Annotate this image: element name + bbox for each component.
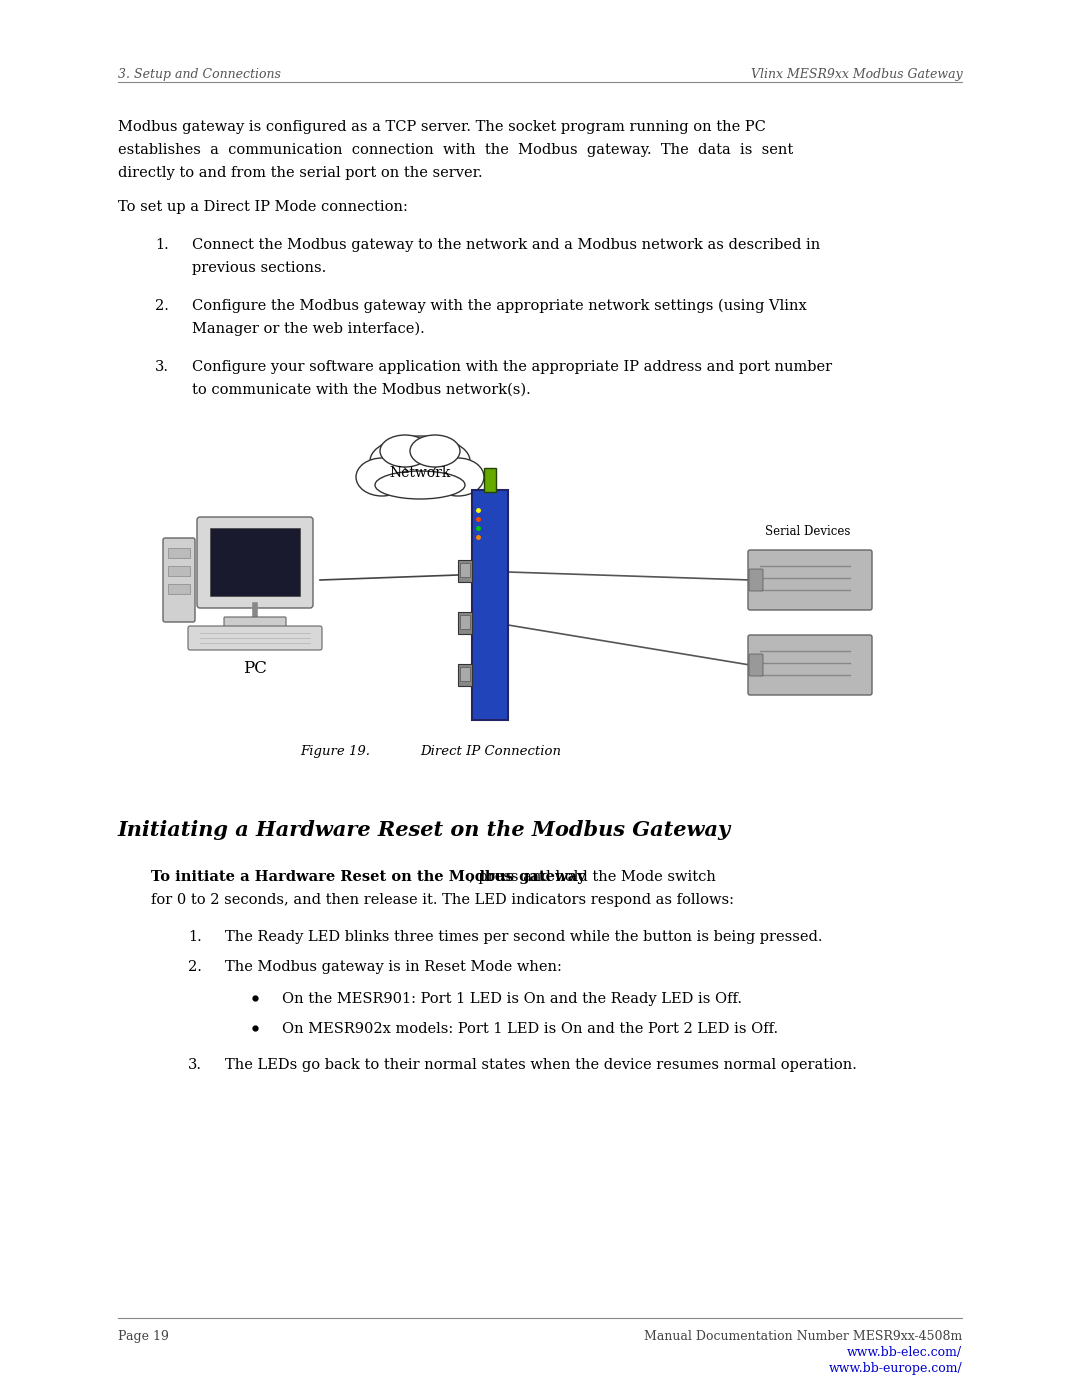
Text: Configure your software application with the appropriate IP address and port num: Configure your software application with…	[192, 360, 832, 374]
Text: To initiate a Hardware Reset on the Modbus gateway: To initiate a Hardware Reset on the Modb…	[151, 870, 585, 884]
Ellipse shape	[380, 434, 430, 467]
Bar	[168, 548, 190, 557]
Text: On MESR902x models: Port 1 LED is On and the Port 2 LED is Off.: On MESR902x models: Port 1 LED is On and…	[282, 1023, 778, 1037]
Text: 3. Setup and Connections: 3. Setup and Connections	[118, 68, 281, 81]
Text: 1.: 1.	[156, 237, 168, 251]
Text: Manager or the web interface).: Manager or the web interface).	[192, 321, 424, 337]
Text: previous sections.: previous sections.	[192, 261, 326, 275]
Bar	[460, 563, 470, 577]
Bar	[460, 666, 470, 680]
Ellipse shape	[375, 471, 465, 499]
Text: The LEDs go back to their normal states when the device resumes normal operation: The LEDs go back to their normal states …	[225, 1058, 856, 1071]
Text: 2.: 2.	[188, 960, 202, 974]
Text: to communicate with the Modbus network(s).: to communicate with the Modbus network(s…	[192, 383, 530, 397]
Text: 3.: 3.	[188, 1058, 202, 1071]
Text: Figure 19.: Figure 19.	[300, 745, 370, 759]
FancyBboxPatch shape	[750, 654, 762, 676]
Bar	[458, 664, 472, 686]
Ellipse shape	[356, 458, 408, 496]
Bar	[484, 468, 496, 492]
Bar	[168, 566, 190, 576]
Text: Connect the Modbus gateway to the network and a Modbus network as described in: Connect the Modbus gateway to the networ…	[192, 237, 820, 251]
Text: establishes  a  communication  connection  with  the  Modbus  gateway.  The  dat: establishes a communication connection w…	[118, 142, 793, 156]
FancyBboxPatch shape	[224, 617, 286, 627]
Text: The Modbus gateway is in Reset Mode when:: The Modbus gateway is in Reset Mode when…	[225, 960, 562, 974]
FancyBboxPatch shape	[748, 636, 872, 694]
Text: Network: Network	[389, 467, 450, 481]
Text: www.bb-europe.com/: www.bb-europe.com/	[828, 1362, 962, 1375]
Text: Serial Devices: Serial Devices	[765, 525, 850, 538]
Text: 3.: 3.	[156, 360, 168, 374]
Text: PC: PC	[243, 659, 267, 678]
FancyBboxPatch shape	[750, 569, 762, 591]
Text: directly to and from the serial port on the server.: directly to and from the serial port on …	[118, 166, 483, 180]
Text: Vlinx MESR9xx Modbus Gateway: Vlinx MESR9xx Modbus Gateway	[751, 68, 962, 81]
Bar	[458, 612, 472, 634]
Ellipse shape	[370, 436, 470, 486]
Text: , press and hold the Mode switch: , press and hold the Mode switch	[469, 870, 716, 884]
FancyBboxPatch shape	[748, 550, 872, 610]
Bar	[472, 490, 508, 719]
FancyBboxPatch shape	[163, 538, 195, 622]
Text: Manual Documentation Number MESR9xx-4508m: Manual Documentation Number MESR9xx-4508…	[644, 1330, 962, 1343]
Text: 2.: 2.	[156, 299, 168, 313]
Text: Initiating a Hardware Reset on the Modbus Gateway: Initiating a Hardware Reset on the Modbu…	[118, 820, 731, 840]
Text: Direct IP Connection: Direct IP Connection	[420, 745, 561, 759]
FancyBboxPatch shape	[197, 517, 313, 608]
Text: for 0 to 2 seconds, and then release it. The LED indicators respond as follows:: for 0 to 2 seconds, and then release it.…	[151, 893, 733, 907]
Bar	[458, 560, 472, 583]
Ellipse shape	[410, 434, 460, 467]
Bar	[460, 615, 470, 629]
Text: www.bb-elec.com/: www.bb-elec.com/	[847, 1345, 962, 1359]
Text: The Ready LED blinks three times per second while the button is being pressed.: The Ready LED blinks three times per sec…	[225, 930, 823, 944]
Text: On the MESR901: Port 1 LED is On and the Ready LED is Off.: On the MESR901: Port 1 LED is On and the…	[282, 992, 742, 1006]
Text: To set up a Direct IP Mode connection:: To set up a Direct IP Mode connection:	[118, 200, 407, 214]
Ellipse shape	[432, 458, 484, 496]
Bar	[168, 584, 190, 594]
Text: Configure the Modbus gateway with the appropriate network settings (using Vlinx: Configure the Modbus gateway with the ap…	[192, 299, 807, 313]
Text: Page 19: Page 19	[118, 1330, 168, 1343]
Text: Modbus gateway is configured as a TCP server. The socket program running on the : Modbus gateway is configured as a TCP se…	[118, 120, 766, 134]
Bar	[210, 528, 300, 597]
Text: 1.: 1.	[188, 930, 202, 944]
FancyBboxPatch shape	[188, 626, 322, 650]
